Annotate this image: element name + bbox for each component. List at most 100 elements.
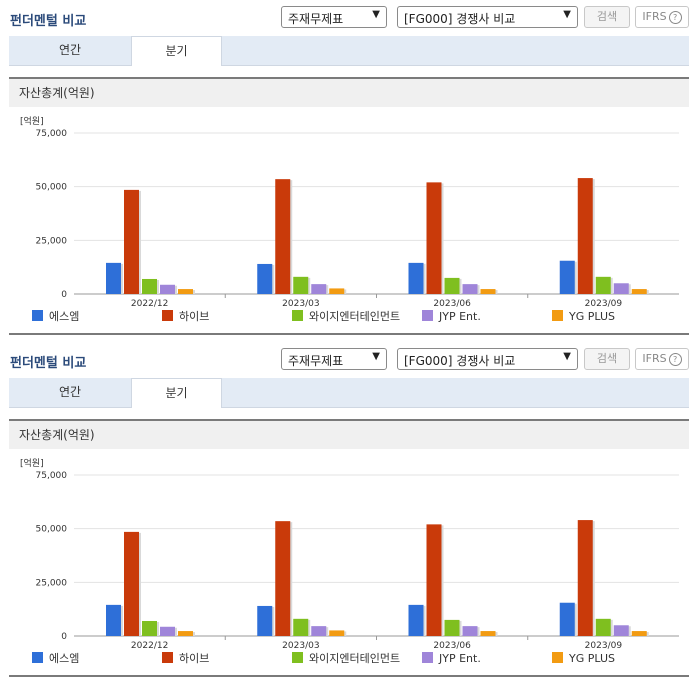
chevron-down-icon: ▼ [563, 351, 571, 362]
divider [9, 333, 689, 335]
bar[interactable] [577, 520, 593, 636]
bar[interactable] [559, 602, 575, 636]
search-button[interactable]: 검색 [584, 6, 630, 28]
bar[interactable] [408, 604, 424, 636]
x-tick-label: 2023/09 [585, 641, 623, 651]
search-button[interactable]: 검색 [584, 348, 630, 370]
section-title: 자산총계(억원) [9, 419, 689, 449]
x-tick-label: 2023/03 [282, 641, 319, 651]
ifrs-label: IFRS [642, 10, 667, 23]
bar[interactable] [275, 179, 291, 294]
bar[interactable] [275, 521, 291, 636]
tab-annual[interactable]: 연간 [58, 385, 82, 399]
chevron-down-icon: ▼ [372, 9, 380, 20]
legend-item[interactable]: 하이브 [162, 652, 209, 666]
bar[interactable] [462, 284, 478, 294]
statement-type-value: 주재무제표 [288, 12, 344, 26]
legend-swatch [552, 652, 563, 663]
ifrs-label: IFRS [642, 352, 667, 365]
compare-group-select[interactable]: [FG000] 경쟁사 비교 ▼ [397, 348, 578, 370]
bar[interactable] [613, 625, 629, 636]
bar[interactable] [631, 631, 647, 636]
bar[interactable] [311, 626, 327, 636]
ifrs-help-button[interactable]: IFRS? [635, 6, 689, 28]
bar[interactable] [257, 605, 273, 636]
fundamental-compare-panel: 펀더멘털 비교 주재무제표 ▼ [FG000] 경쟁사 비교 ▼ 검색 IFRS… [9, 6, 689, 335]
tab-quarterly[interactable]: 분기 [131, 36, 222, 66]
bar[interactable] [329, 630, 345, 636]
ifrs-help-button[interactable]: IFRS? [635, 348, 689, 370]
total-assets-chart: 0 25,000 50,000 75,000 2022/12 2023/03 2023/06… [36, 129, 679, 309]
bar[interactable] [480, 289, 496, 294]
legend-label: 와이지엔터테인먼트 [309, 310, 401, 323]
bar[interactable] [257, 263, 273, 294]
legend-item[interactable]: 에스엠 [32, 652, 79, 666]
bar[interactable] [106, 604, 121, 636]
legend-swatch [292, 652, 303, 663]
bar[interactable] [293, 276, 309, 294]
compare-group-select[interactable]: [FG000] 경쟁사 비교 ▼ [397, 6, 578, 28]
legend-item[interactable]: JYP Ent. [422, 310, 481, 324]
legend-swatch [162, 652, 173, 663]
bar[interactable] [142, 620, 157, 636]
statement-type-select[interactable]: 주재무제표 ▼ [281, 348, 387, 370]
bar[interactable] [613, 283, 629, 294]
legend-item[interactable]: YG PLUS [552, 652, 615, 666]
bar[interactable] [124, 531, 139, 636]
legend-label: 하이브 [179, 652, 210, 665]
x-tick-label: 2023/06 [433, 641, 471, 651]
bar[interactable] [480, 631, 496, 636]
bar[interactable] [444, 277, 460, 294]
tab-annual[interactable]: 연간 [58, 43, 82, 57]
x-tick-label: 2022/12 [131, 299, 168, 309]
total-assets-chart: 0 25,000 50,000 75,000 2022/12 2023/03 2023/06… [36, 471, 679, 651]
tab-quarterly[interactable]: 분기 [131, 378, 222, 408]
bar[interactable] [106, 262, 121, 294]
legend-label: 하이브 [179, 310, 210, 323]
legend-item[interactable]: YG PLUS [552, 310, 615, 324]
bar[interactable] [311, 284, 327, 294]
legend-item[interactable]: JYP Ent. [422, 652, 481, 666]
bar[interactable] [329, 288, 345, 294]
bar[interactable] [178, 289, 193, 294]
bar[interactable] [426, 524, 442, 636]
legend-label: 와이지엔터테인먼트 [309, 652, 401, 665]
x-tick-label: 2023/09 [585, 299, 623, 309]
bar[interactable] [426, 182, 442, 294]
chart-legend: 에스엠 하이브 와이지엔터테인먼트 JYP Ent. YG PLUS [0, 652, 696, 668]
period-tabs: 연간 분기 [9, 378, 689, 408]
legend-item[interactable]: 하이브 [162, 310, 209, 324]
legend-label: 에스엠 [49, 310, 80, 323]
bar[interactable] [595, 276, 611, 294]
fundamental-compare-panel: 펀더멘털 비교 주재무제표 ▼ [FG000] 경쟁사 비교 ▼ 검색 IFRS… [0, 342, 696, 684]
bar[interactable] [462, 626, 478, 636]
y-tick-label: 0 [61, 290, 67, 300]
bar[interactable] [142, 278, 157, 294]
legend-label: JYP Ent. [439, 310, 481, 323]
bar[interactable] [160, 626, 175, 636]
x-tick-label: 2023/03 [282, 299, 319, 309]
bar[interactable] [631, 289, 647, 294]
question-circle-icon: ? [668, 10, 682, 24]
statement-type-select[interactable]: 주재무제표 ▼ [281, 6, 387, 28]
unit-label: [억원] [20, 459, 44, 469]
bar[interactable] [124, 189, 139, 294]
bar[interactable] [444, 619, 460, 636]
bar[interactable] [293, 618, 309, 636]
legend-swatch [32, 652, 43, 663]
bar[interactable] [559, 260, 575, 294]
bar[interactable] [408, 262, 424, 294]
bar[interactable] [178, 631, 193, 636]
y-tick-label: 0 [61, 632, 67, 642]
legend-item[interactable]: 와이지엔터테인먼트 [292, 310, 400, 324]
chevron-down-icon: ▼ [563, 9, 571, 20]
panel-title: 펀더멘털 비교 [10, 14, 87, 29]
chevron-down-icon: ▼ [372, 351, 380, 362]
legend-item[interactable]: 와이지엔터테인먼트 [292, 652, 400, 666]
bar[interactable] [595, 618, 611, 636]
bar[interactable] [160, 284, 175, 294]
bar[interactable] [577, 178, 593, 294]
legend-swatch [422, 310, 433, 321]
legend-label: JYP Ent. [439, 652, 481, 665]
legend-item[interactable]: 에스엠 [32, 310, 79, 324]
